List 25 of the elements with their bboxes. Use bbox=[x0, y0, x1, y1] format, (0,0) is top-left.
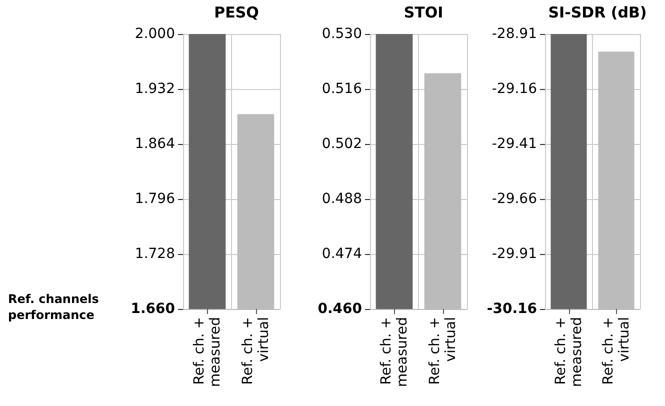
y-tick-label: 0.502 bbox=[322, 136, 362, 152]
y-tick-label: 0.460 bbox=[318, 301, 362, 317]
y-tick-label: 0.516 bbox=[322, 81, 362, 97]
y-tick-label: 1.864 bbox=[134, 136, 176, 152]
y-tick-label: 0.474 bbox=[322, 246, 362, 262]
y-tick-label: 1.796 bbox=[134, 191, 176, 207]
x-tick-label: Ref. ch. + measured bbox=[552, 317, 585, 387]
y-tick-label: -29.41 bbox=[492, 136, 537, 152]
y-tick-label: -29.91 bbox=[492, 246, 537, 262]
x-tick-label: Ref. ch. + measured bbox=[378, 317, 410, 387]
chart-title: SI-SDR (dB) bbox=[548, 4, 647, 22]
y-tick-label: 1.932 bbox=[134, 81, 175, 97]
y-tick-label: 2.000 bbox=[134, 26, 175, 42]
y-tick-label: 1.660 bbox=[130, 301, 176, 317]
y-tick-label: -29.16 bbox=[492, 81, 538, 97]
y-tick-label: 0.530 bbox=[322, 26, 362, 42]
chart-title: PESQ bbox=[214, 4, 259, 22]
chart-title: STOI bbox=[404, 4, 444, 22]
y-tick-label: -29.66 bbox=[492, 191, 538, 207]
text: Ref. channels performance bbox=[8, 292, 99, 322]
y-tick-label: -28.91 bbox=[492, 26, 537, 42]
x-tick-label: Ref. ch. + measured bbox=[191, 317, 224, 387]
y-tick-label: -30.16 bbox=[486, 301, 537, 317]
y-tick-label: 1.728 bbox=[134, 246, 175, 262]
y-tick-label: 0.488 bbox=[322, 191, 362, 207]
